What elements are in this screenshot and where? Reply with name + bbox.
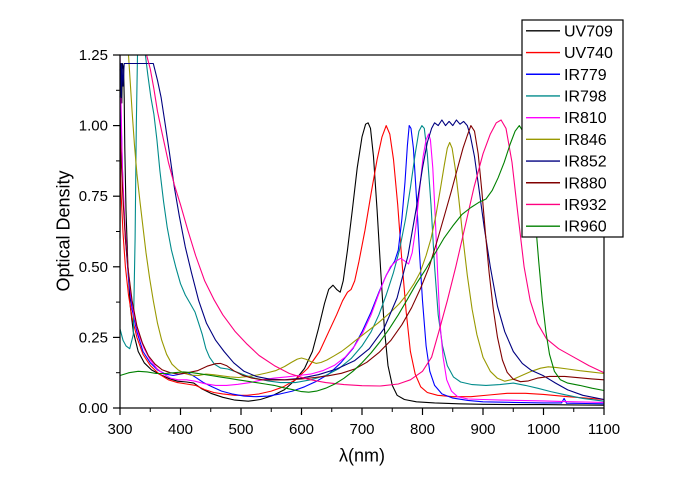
legend-item-IR846: IR846: [526, 132, 607, 149]
legend-item-IR880: IR880: [526, 175, 607, 192]
legend-label-IR846: IR846: [564, 132, 607, 149]
series-line-IR852: [119, 62, 605, 401]
legend-item-IR798: IR798: [526, 88, 607, 105]
legend-item-IR960: IR960: [526, 219, 607, 236]
legend-label-IR932: IR932: [564, 197, 607, 214]
legend-label-UV709: UV709: [564, 23, 613, 40]
legend-item-UV740: UV740: [526, 45, 613, 62]
legend-item-IR932: IR932: [526, 197, 607, 214]
y-tick-label: 0.00: [79, 400, 108, 417]
legend-label-UV740: UV740: [564, 45, 613, 62]
y-tick-label: 0.50: [79, 259, 108, 276]
legend-label-IR810: IR810: [564, 110, 607, 127]
y-tick-label: 1.00: [79, 118, 108, 135]
legend-box: [521, 19, 624, 238]
x-tick-label: 900: [470, 421, 495, 438]
x-tick-label: 500: [228, 421, 253, 438]
x-axis-title: λ(nm): [339, 445, 385, 466]
y-tick-label: 0.25: [79, 329, 108, 346]
legend-item-IR779: IR779: [526, 67, 607, 84]
legend-label-IR779: IR779: [564, 67, 607, 84]
x-tick-label: 600: [289, 421, 314, 438]
legend-item-UV709: UV709: [526, 23, 613, 40]
series-line-IR880: [119, 125, 605, 383]
legend-label-IR798: IR798: [564, 88, 607, 105]
series-line-IR798: [119, 54, 605, 402]
series-line-IR810: [119, 54, 605, 403]
series-line-IR932: [120, 54, 605, 387]
legend-label-IR960: IR960: [564, 219, 607, 236]
legend-item-IR852: IR852: [526, 154, 607, 171]
legend-item-IR810: IR810: [526, 110, 607, 127]
series-line-UV740: [119, 125, 605, 401]
y-tick-label: 0.75: [79, 188, 108, 205]
x-tick-label: 1100: [588, 421, 620, 438]
y-tick-label: 1.25: [79, 47, 108, 64]
legend-label-IR880: IR880: [564, 175, 607, 192]
x-tick-label: 1000: [527, 421, 560, 438]
series-line-IR846: [120, 54, 605, 382]
y-axis-title: Optical Density: [53, 170, 74, 292]
x-tick-label: 400: [168, 421, 193, 438]
legend: UV709 UV740 IR779 IR798 IR810 IR846 IR852 IR880…: [521, 19, 624, 238]
x-tick-label: 300: [107, 421, 132, 438]
legend-label-IR852: IR852: [564, 154, 607, 171]
x-tick-label: 700: [349, 421, 374, 438]
x-tick-label: 800: [410, 421, 435, 438]
